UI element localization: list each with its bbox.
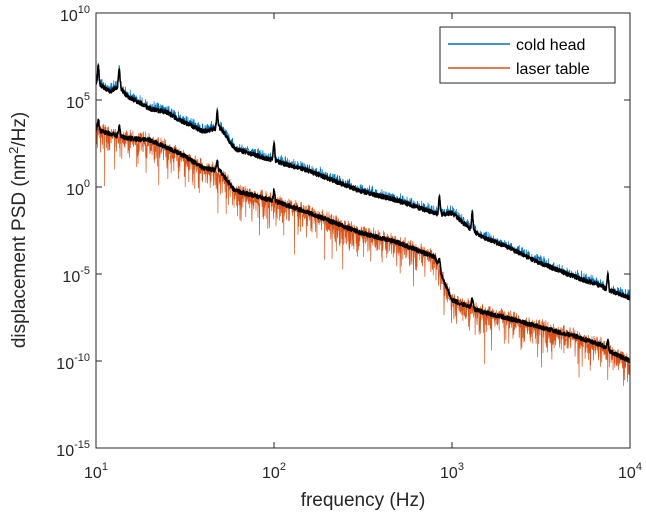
- y-tick-label-base: 10: [62, 269, 80, 286]
- x-tick-label-exp: 4: [636, 461, 642, 473]
- y-axis-label: displacement PSD (nm2/Hz): [6, 112, 30, 348]
- x-tick-label-exp: 2: [280, 461, 286, 473]
- y-tick-label-base: 10: [66, 182, 84, 199]
- y-tick-label-exp: 5: [84, 91, 90, 103]
- y-tick-label-exp: 0: [84, 178, 90, 190]
- y-tick-label: 10-5: [62, 265, 90, 286]
- y-tick-label: 10-10: [56, 352, 90, 373]
- legend: cold head laser table: [439, 26, 616, 84]
- x-tick-label-base: 10: [440, 465, 458, 482]
- plot-area-frame: [95, 12, 631, 449]
- y-tick-label-exp: -15: [74, 439, 90, 451]
- x-tick-label: 104: [618, 461, 642, 482]
- mean-layer: [96, 64, 630, 364]
- y-axis-label-main: displacement PSD (nm: [9, 154, 30, 348]
- x-tick-label-base: 10: [84, 465, 102, 482]
- y-tick-label-exp: 10: [78, 4, 90, 16]
- mean-line-laser-table: [96, 118, 630, 364]
- y-tick-label-exp: -5: [80, 265, 90, 277]
- legend-box: [439, 26, 616, 84]
- y-axis-label-rest: /Hz): [9, 112, 30, 147]
- mean-line-cold-head: [96, 64, 630, 301]
- y-tick-label-base: 10: [56, 443, 74, 460]
- x-tick-label: 103: [440, 461, 464, 482]
- x-axis-label: frequency (Hz): [301, 490, 426, 511]
- y-tick-label: 105: [66, 91, 90, 112]
- y-tick-label-exp: -10: [74, 352, 90, 364]
- x-tick-label-base: 10: [618, 465, 636, 482]
- y-tick-label: 1010: [60, 4, 90, 25]
- x-tick-label-base: 10: [262, 465, 280, 482]
- y-tick-label-base: 10: [60, 8, 78, 25]
- y-tick-label: 10-15: [56, 439, 90, 460]
- legend-label-cold-head: cold head: [516, 37, 585, 54]
- x-tick-label-exp: 1: [102, 461, 108, 473]
- x-tick-label: 102: [262, 461, 286, 482]
- x-tick-label: 101: [84, 461, 108, 482]
- y-tick-label-base: 10: [56, 356, 74, 373]
- y-tick-label: 100: [66, 178, 90, 199]
- y-tick-label-base: 10: [66, 95, 84, 112]
- legend-label-laser-table: laser table: [516, 61, 590, 78]
- y-axis-label-sup: 2: [6, 147, 21, 154]
- x-tick-label-exp: 3: [458, 461, 464, 473]
